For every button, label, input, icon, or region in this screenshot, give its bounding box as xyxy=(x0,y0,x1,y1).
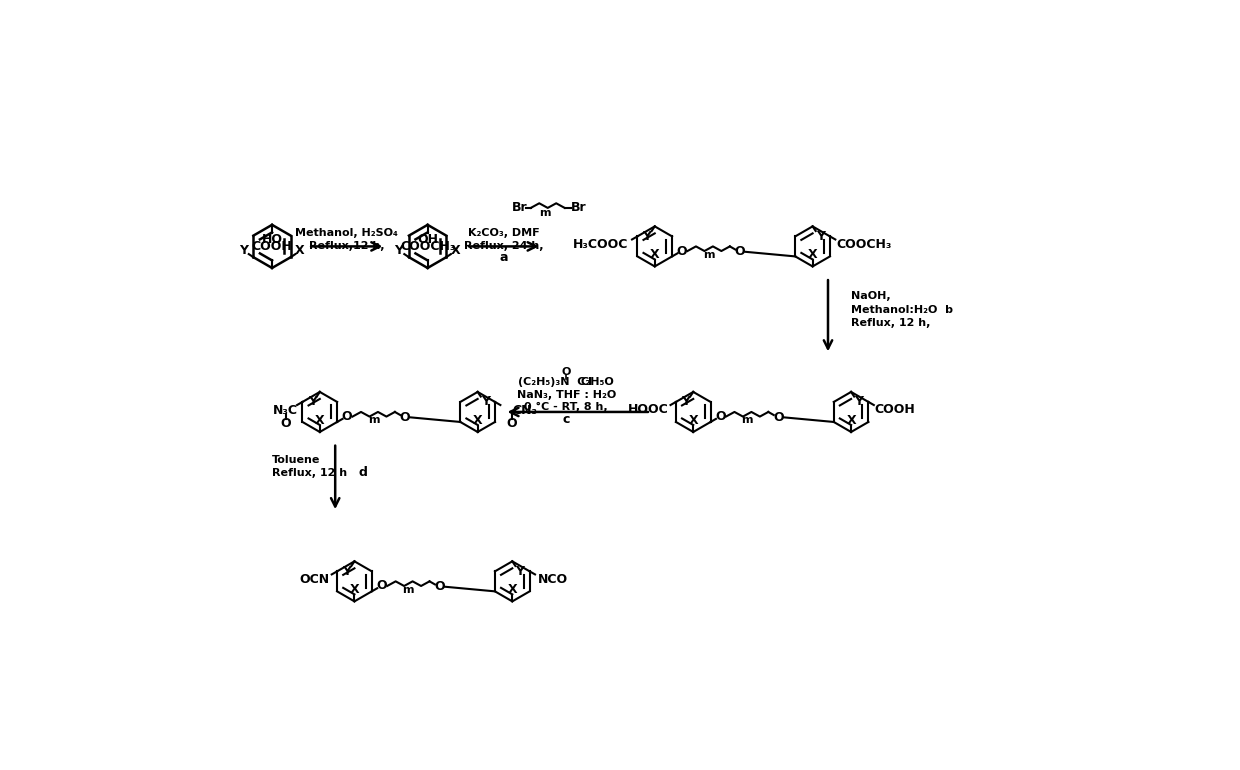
Text: HO: HO xyxy=(262,233,283,246)
Text: O: O xyxy=(399,411,410,424)
Text: X: X xyxy=(688,414,698,427)
Text: Reflux,12 h,: Reflux,12 h, xyxy=(309,242,384,251)
Text: (C₂H₅)₃N  C₂H₅O: (C₂H₅)₃N C₂H₅O xyxy=(518,377,614,387)
Text: Reflux, 12 h,: Reflux, 12 h, xyxy=(851,318,930,327)
Text: Y: Y xyxy=(642,230,651,243)
Text: OH: OH xyxy=(417,233,438,246)
Text: COOCH₃: COOCH₃ xyxy=(836,238,892,250)
Text: COOCH₃: COOCH₃ xyxy=(401,239,455,253)
Text: Y: Y xyxy=(394,244,403,256)
Text: m: m xyxy=(403,585,414,595)
Text: O: O xyxy=(434,581,445,593)
Text: X: X xyxy=(807,249,817,261)
Text: O: O xyxy=(342,410,352,423)
Text: X: X xyxy=(350,584,360,596)
Text: X: X xyxy=(472,414,482,427)
Text: X: X xyxy=(507,584,517,596)
Text: c: c xyxy=(563,413,570,426)
Text: X: X xyxy=(846,414,856,427)
Text: Br: Br xyxy=(570,202,587,214)
Text: O: O xyxy=(677,245,687,257)
Text: Methanol, H₂SO₄: Methanol, H₂SO₄ xyxy=(295,229,398,238)
Text: Y: Y xyxy=(516,565,525,578)
Text: H₃COOC: H₃COOC xyxy=(573,238,629,250)
Text: K₂CO₃, DMF: K₂CO₃, DMF xyxy=(467,229,539,238)
Text: COOH: COOH xyxy=(874,403,915,416)
Text: N₃C: N₃C xyxy=(273,404,298,417)
Text: HOOC: HOOC xyxy=(627,403,668,416)
Text: Y: Y xyxy=(308,396,316,408)
Text: Y: Y xyxy=(342,565,351,578)
Text: O: O xyxy=(507,417,517,430)
Text: NaN₃, THF : H₂O: NaN₃, THF : H₂O xyxy=(517,390,616,400)
Text: O: O xyxy=(377,580,387,592)
Text: a: a xyxy=(500,251,508,263)
Text: O: O xyxy=(715,410,725,423)
Text: O: O xyxy=(734,246,745,258)
Text: O: O xyxy=(562,367,570,377)
Text: Cl: Cl xyxy=(580,377,591,387)
Text: CN₃: CN₃ xyxy=(512,404,537,417)
Text: Toluene: Toluene xyxy=(272,456,320,465)
Text: Br: Br xyxy=(512,202,528,214)
Text: Reflux, 24 h,: Reflux, 24 h, xyxy=(464,241,543,250)
Text: Methanol:H₂O  b: Methanol:H₂O b xyxy=(851,305,954,314)
Text: Y: Y xyxy=(816,230,825,243)
Text: O: O xyxy=(280,417,291,430)
Text: m: m xyxy=(703,250,714,260)
Text: NCO: NCO xyxy=(538,573,568,585)
Text: X: X xyxy=(450,244,460,256)
Text: m: m xyxy=(368,416,379,426)
Text: Y: Y xyxy=(481,396,490,408)
Text: d: d xyxy=(358,467,367,479)
Text: Y: Y xyxy=(681,396,689,408)
Text: OCN: OCN xyxy=(299,573,329,585)
Text: Y: Y xyxy=(239,244,248,256)
Text: O: O xyxy=(773,411,784,424)
Text: NaOH,: NaOH, xyxy=(851,292,890,301)
Text: Reflux, 12 h: Reflux, 12 h xyxy=(272,468,347,477)
Text: X: X xyxy=(650,249,660,261)
Text: X: X xyxy=(315,414,325,427)
Text: Y: Y xyxy=(854,396,863,408)
Text: 0 °C - RT, 8 h,: 0 °C - RT, 8 h, xyxy=(525,402,608,413)
Text: m: m xyxy=(539,208,551,218)
Text: COOH: COOH xyxy=(252,240,293,253)
Text: X: X xyxy=(295,244,305,256)
Text: m: m xyxy=(742,416,753,426)
